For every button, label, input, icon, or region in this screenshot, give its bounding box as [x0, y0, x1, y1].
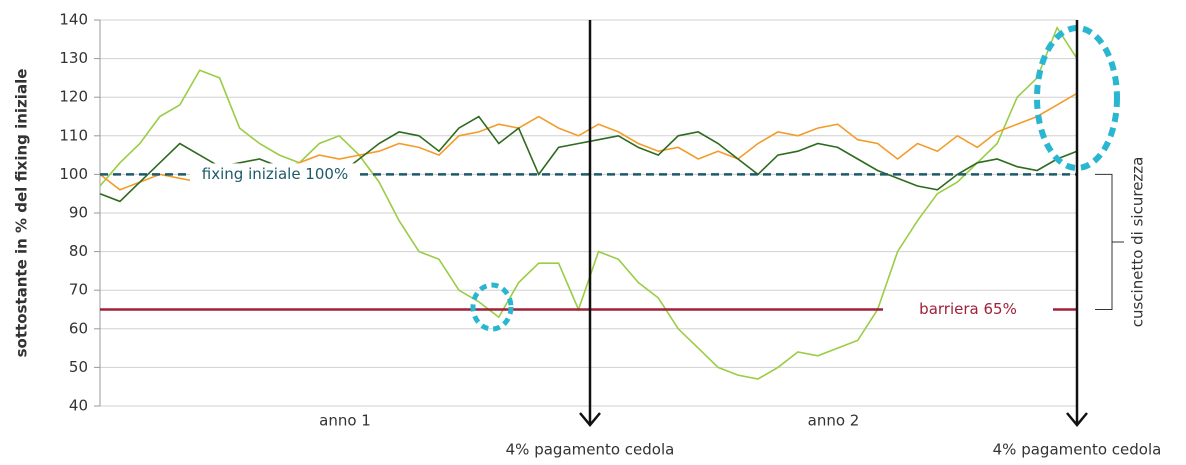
x-label: anno 2 — [808, 412, 860, 430]
reference-label: barriera 65% — [919, 300, 1017, 318]
y-axis-title: sottostante in % del fixing iniziale — [13, 69, 31, 358]
reference-label: fixing iniziale 100% — [202, 165, 348, 183]
label-background — [883, 298, 1053, 321]
y-tick-label: 40 — [69, 397, 88, 415]
y-tick-label: 50 — [69, 358, 88, 376]
y-tick-label: 100 — [59, 165, 88, 183]
y-tick-label: 70 — [69, 281, 88, 299]
y-tick-label: 80 — [69, 242, 88, 260]
x-label: anno 1 — [319, 412, 371, 430]
label-background — [190, 163, 360, 186]
event-label: 4% pagamento cedola — [506, 441, 675, 459]
y-tick-label: 130 — [59, 49, 88, 67]
y-tick-label: 60 — [69, 319, 88, 337]
y-tick-label: 120 — [59, 88, 88, 106]
event-arrow — [1066, 412, 1088, 427]
y-tick-label: 110 — [59, 126, 88, 144]
cushion-bracket — [1095, 173, 1124, 310]
event-label: 4% pagamento cedola — [993, 441, 1162, 459]
event-arrow — [579, 412, 601, 427]
highlight-ellipse — [470, 282, 514, 332]
line-series — [99, 115, 1078, 203]
cushion-label: cuscinetto di sicurezza — [1129, 157, 1147, 328]
y-tick-label: 90 — [69, 204, 88, 222]
y-tick-label: 140 — [59, 11, 88, 29]
line-series — [99, 25, 1078, 380]
